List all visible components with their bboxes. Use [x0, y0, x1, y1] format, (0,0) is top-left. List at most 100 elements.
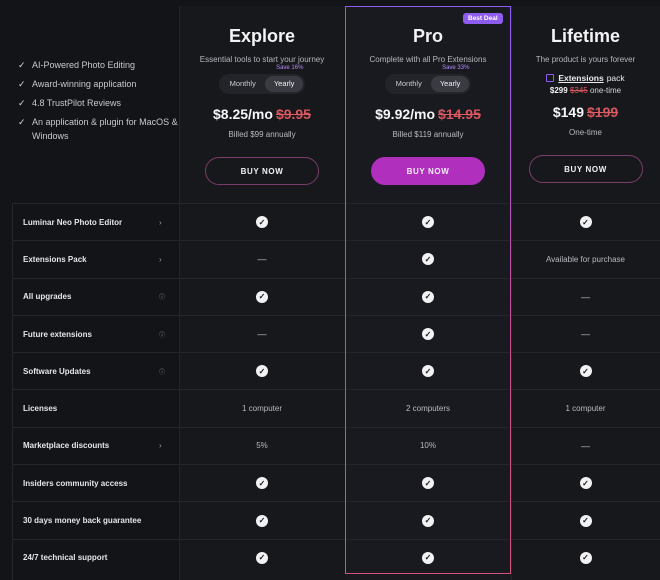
price: $8.25/mo $9.95: [213, 106, 311, 122]
plan-explore: Explore Essential tools to start your jo…: [179, 6, 345, 185]
info-icon[interactable]: ⓘ: [159, 369, 166, 376]
table-cell: 2 computers: [405, 404, 451, 414]
info-icon[interactable]: ⓘ: [159, 332, 166, 339]
plan-title: Explore: [228, 26, 296, 46]
check-circle-icon: ✓: [256, 551, 268, 564]
table-cell: ✓: [511, 204, 660, 240]
row-label: Luminar Neo Photo Editor: [23, 217, 123, 227]
extensions-pack-price: $299 $345 one-time: [549, 86, 622, 95]
billing-note: Billed $99 annually: [228, 130, 296, 139]
check-circle-icon: ✓: [422, 514, 434, 527]
buy-now-button[interactable]: BUY NOW: [528, 155, 643, 183]
table-cell: ✓: [345, 502, 511, 538]
check-circle-icon: ✓: [422, 477, 434, 490]
table-row: Extensions Pack › — ✓ Available for purchase: [12, 240, 660, 277]
check-circle-icon: ✓: [422, 328, 434, 341]
table-cell: —: [257, 254, 267, 265]
extensions-pack-checkbox[interactable]: [546, 74, 555, 82]
feature-item: ✓ 4.8 TrustPilot Reviews: [18, 98, 122, 108]
check-circle-icon: ✓: [256, 365, 268, 378]
table-cell: —: [581, 440, 590, 451]
table-row: Future extensions ⓘ — ✓ —: [12, 314, 660, 352]
table-cell: —: [257, 329, 267, 340]
table-cell: ✓: [345, 465, 511, 501]
toggle-monthly[interactable]: Monthly: [395, 79, 422, 88]
table-cell: ✓: [345, 279, 511, 315]
extensions-link[interactable]: Extensions: [558, 73, 604, 83]
row-label: Licenses: [23, 404, 58, 414]
table-cell: ✓: [179, 279, 345, 315]
check-circle-icon: ✓: [422, 253, 434, 266]
check-circle-icon: ✓: [579, 514, 592, 527]
check-icon: ✓: [18, 117, 26, 127]
check-circle-icon: ✓: [256, 477, 268, 490]
table-row: Software Updates ⓘ ✓ ✓ ✓: [12, 352, 660, 389]
billing-note: Billed $119 annually: [392, 130, 464, 139]
check-icon: ✓: [18, 98, 26, 108]
row-label: Extensions Pack: [23, 254, 87, 264]
table-cell: ✓: [345, 204, 511, 240]
chevron-right-icon[interactable]: ›: [159, 217, 162, 227]
check-circle-icon: ✓: [579, 365, 592, 378]
table-cell: ✓: [345, 540, 511, 576]
table-cell: ✓: [511, 353, 660, 389]
plan-title: Pro: [412, 26, 443, 46]
table-cell: ✓: [179, 353, 345, 389]
table-cell: Available for purchase: [545, 254, 625, 264]
best-deal-badge: Best Deal: [463, 13, 503, 24]
table-cell: ✓: [345, 241, 511, 277]
plan-subtitle: Complete with all Pro Extensions: [369, 55, 487, 64]
feature-item: ✓ AI-Powered Photo Editing: [18, 60, 136, 70]
check-icon: ✓: [18, 60, 26, 70]
row-label: All upgrades: [23, 292, 72, 302]
check-circle-icon: ✓: [256, 514, 268, 527]
row-label: 30 days money back guarantee: [23, 516, 142, 526]
check-circle-icon: ✓: [422, 216, 434, 229]
check-circle-icon: ✓: [422, 365, 434, 378]
buy-now-button[interactable]: BUY NOW: [205, 157, 319, 185]
table-cell: ✓: [511, 502, 660, 538]
check-circle-icon: ✓: [422, 551, 434, 564]
table-cell: ✓: [179, 502, 345, 538]
table-cell: 5%: [256, 441, 268, 451]
feature-item: ✓ An application & plugin for MacOS & Win…: [18, 117, 178, 141]
table-cell: —: [581, 291, 590, 302]
feature-item: ✓ Award-winning application: [18, 79, 137, 89]
buy-now-button[interactable]: BUY NOW: [371, 157, 485, 185]
table-row: 24/7 technical support ✓ ✓ ✓: [12, 538, 660, 576]
row-label: Marketplace discounts: [23, 441, 110, 451]
check-circle-icon: ✓: [422, 290, 434, 303]
save-label: Save 33%: [442, 65, 470, 71]
save-label: Save 16%: [276, 65, 304, 71]
plan-subtitle: Essential tools to start your journey: [199, 55, 325, 64]
extensions-pack-option[interactable]: Extensions pack: [511, 73, 660, 83]
price: $149 $199: [552, 104, 619, 120]
check-circle-icon: ✓: [256, 290, 268, 303]
table-cell: 1 computer: [241, 404, 283, 414]
table-row: Marketplace discounts › 5% 10% —: [12, 426, 660, 464]
chevron-right-icon[interactable]: ›: [159, 254, 162, 264]
check-circle-icon: ✓: [579, 216, 592, 229]
plan-pro: Pro Complete with all Pro Extensions Mon…: [345, 6, 511, 185]
billing-toggle[interactable]: Monthly Yearly Save 33%: [384, 65, 472, 94]
table-cell: ✓: [179, 540, 345, 576]
info-icon[interactable]: ⓘ: [159, 295, 166, 302]
toggle-monthly[interactable]: Monthly: [229, 79, 256, 88]
row-label: Insiders community access: [23, 478, 128, 488]
toggle-yearly[interactable]: Yearly: [430, 76, 470, 92]
row-label: Future extensions: [23, 329, 92, 339]
old-price: $199: [587, 104, 619, 120]
check-circle-icon: ✓: [256, 216, 268, 229]
table-cell: 1 computer: [565, 404, 606, 414]
chevron-right-icon[interactable]: ›: [159, 441, 162, 451]
toggle-yearly[interactable]: Yearly: [264, 76, 304, 92]
table-row: Luminar Neo Photo Editor › ✓ ✓ ✓: [12, 203, 660, 240]
feature-list: ✓ AI-Powered Photo Editing ✓ Award-winning…: [18, 58, 178, 148]
table-cell: ✓: [511, 465, 660, 501]
table-cell: ✓: [511, 540, 660, 576]
check-icon: ✓: [18, 79, 26, 89]
old-price: $14.95: [438, 106, 481, 122]
table-cell: ✓: [179, 465, 345, 501]
table-cell: ✓: [345, 316, 511, 352]
billing-toggle[interactable]: Monthly Yearly Save 16%: [218, 65, 306, 94]
